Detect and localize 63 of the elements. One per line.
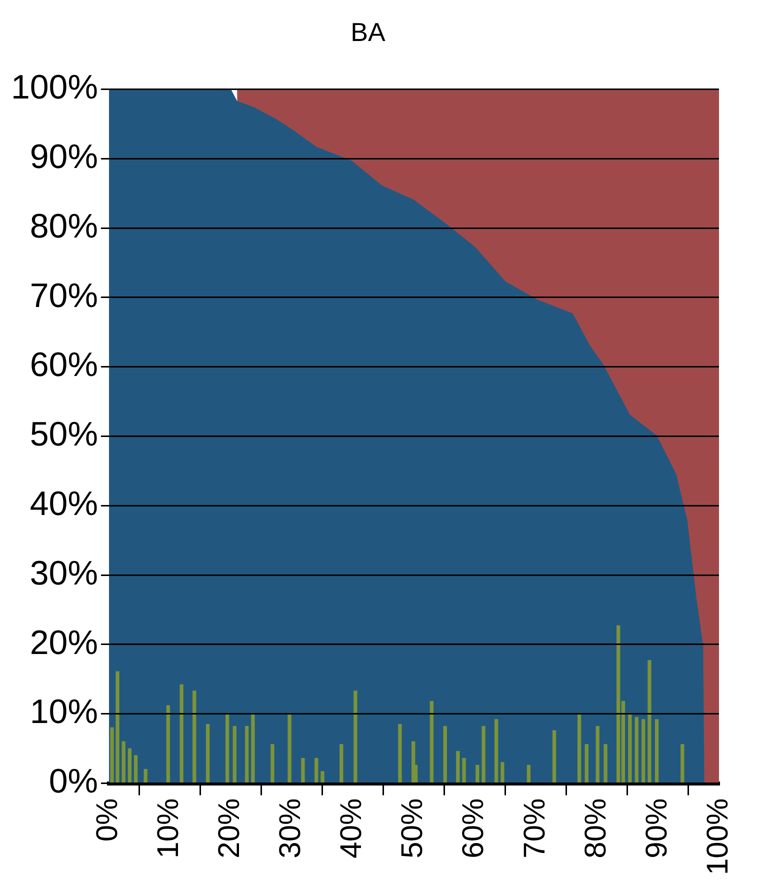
bar bbox=[122, 741, 126, 783]
x-tick-label: 80% bbox=[579, 798, 612, 858]
bar bbox=[301, 758, 305, 783]
x-tick-label: 100% bbox=[701, 798, 734, 876]
bar bbox=[398, 724, 402, 783]
chart-title: BA bbox=[350, 16, 386, 47]
y-tick-label: 40% bbox=[30, 485, 98, 524]
x-tick-label: 40% bbox=[335, 798, 368, 858]
bar bbox=[604, 744, 608, 783]
bar bbox=[443, 726, 447, 783]
x-tick-label: 30% bbox=[274, 798, 308, 858]
bar bbox=[288, 712, 292, 783]
y-tick-label: 50% bbox=[30, 416, 98, 454]
bar bbox=[430, 701, 434, 783]
bar bbox=[225, 712, 230, 783]
bar bbox=[500, 762, 504, 783]
bar bbox=[320, 771, 324, 783]
bar bbox=[456, 751, 460, 783]
bar bbox=[552, 730, 556, 783]
bar bbox=[232, 726, 236, 783]
y-tick-label: 70% bbox=[30, 276, 98, 315]
bar bbox=[354, 690, 358, 783]
x-tick-label: 10% bbox=[152, 798, 186, 858]
bar bbox=[482, 726, 486, 783]
bar bbox=[476, 764, 480, 783]
x-tick-label: 20% bbox=[213, 798, 246, 858]
bar bbox=[340, 744, 344, 783]
x-tick-label: 70% bbox=[518, 798, 552, 858]
bar bbox=[642, 719, 646, 783]
x-tick-label: 90% bbox=[640, 798, 674, 858]
bar bbox=[596, 726, 600, 783]
bar bbox=[584, 744, 588, 783]
bar bbox=[128, 748, 132, 783]
bar bbox=[245, 726, 249, 783]
bar bbox=[494, 719, 498, 783]
bar bbox=[462, 758, 466, 783]
bar bbox=[192, 690, 196, 783]
y-tick-label: 10% bbox=[30, 693, 98, 732]
y-tick-label: 80% bbox=[30, 207, 98, 246]
bar bbox=[144, 769, 148, 783]
bar bbox=[648, 660, 652, 783]
bar bbox=[251, 712, 255, 783]
bar bbox=[314, 758, 318, 783]
bar bbox=[166, 705, 170, 783]
bar bbox=[634, 717, 638, 783]
bar bbox=[206, 724, 210, 783]
y-tick-label: 20% bbox=[30, 624, 98, 662]
x-tick-label: 0% bbox=[91, 798, 124, 842]
bar bbox=[654, 719, 659, 783]
bar bbox=[577, 712, 582, 783]
y-tick-label: 30% bbox=[30, 554, 98, 592]
bar bbox=[526, 764, 530, 783]
x-tick-label: 50% bbox=[396, 798, 430, 858]
bar bbox=[134, 755, 138, 783]
y-tick-label: 90% bbox=[30, 138, 98, 176]
y-tick-label: 0% bbox=[48, 762, 98, 801]
y-tick-label: 100% bbox=[10, 68, 98, 107]
y-tick-label: 60% bbox=[30, 346, 98, 384]
x-tick-label: 60% bbox=[457, 798, 490, 858]
bar bbox=[180, 684, 184, 783]
bar bbox=[270, 744, 274, 783]
bar bbox=[680, 744, 684, 783]
bar bbox=[628, 712, 632, 783]
